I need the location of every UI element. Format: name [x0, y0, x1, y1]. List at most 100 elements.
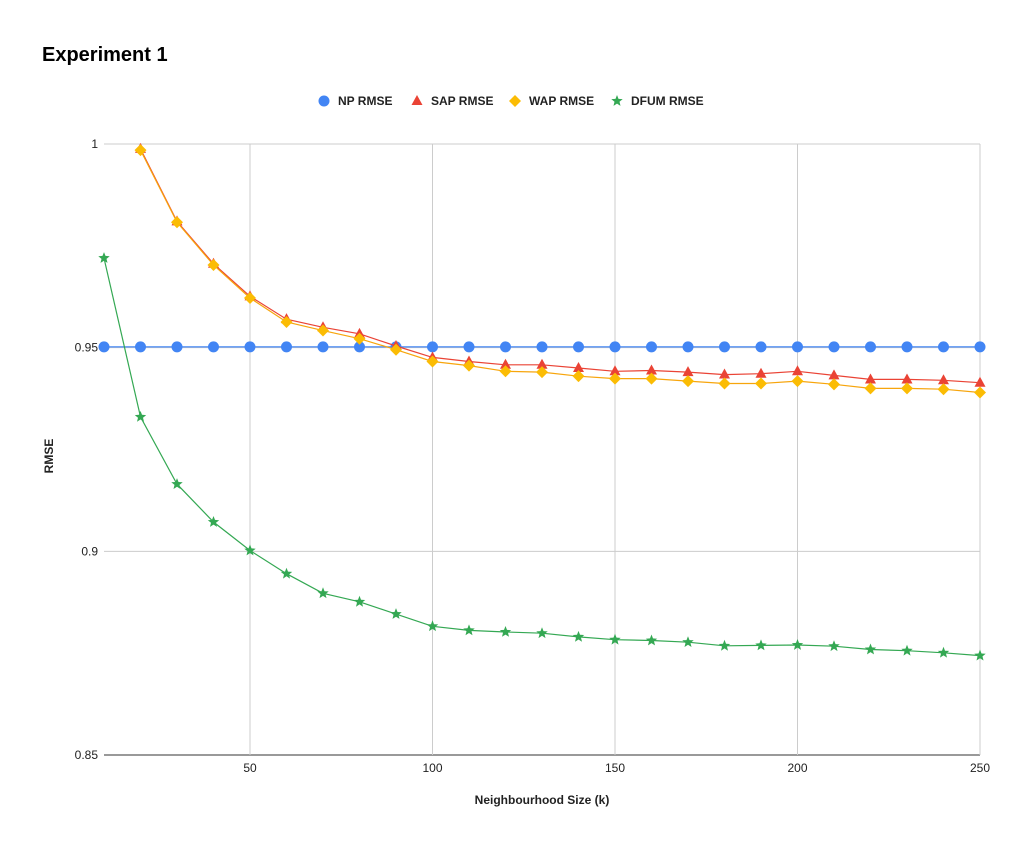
np-point: [135, 341, 146, 353]
legend-item-wap: WAP RMSE: [509, 94, 594, 108]
dfum-point: [864, 643, 877, 655]
dfum-point: [463, 624, 475, 636]
dfum-point: [682, 636, 694, 647]
x-tick-label: 50: [243, 761, 257, 775]
wap-point: [609, 372, 621, 385]
dfum-point: [426, 620, 439, 632]
dfum-point: [499, 626, 512, 637]
dfum-point: [828, 640, 840, 652]
np-point: [427, 341, 438, 353]
np-point: [536, 341, 548, 353]
x-tick-label: 150: [605, 761, 625, 775]
dfum-point: [171, 478, 183, 489]
np-point: [281, 341, 292, 353]
dfum-point: [280, 567, 293, 579]
wap-point: [463, 359, 475, 372]
np-point: [938, 341, 949, 353]
series-np: [98, 341, 986, 353]
y-tick-label: 1: [91, 137, 98, 151]
dfum-point: [207, 516, 220, 527]
chart-title: Experiment 1: [42, 44, 168, 66]
sap-point: [719, 368, 730, 379]
sap-point: [901, 373, 913, 384]
dfum-point: [937, 646, 950, 658]
wap-point: [828, 378, 840, 391]
wap-point: [244, 291, 256, 304]
wap-point: [937, 383, 950, 396]
legend-label-wap: WAP RMSE: [529, 94, 594, 108]
dfum-point: [390, 608, 402, 619]
legend-label-dfum: DFUM RMSE: [631, 94, 704, 108]
series-wap: [134, 144, 986, 399]
dfum-point: [317, 587, 329, 599]
series-dfum: [98, 252, 986, 661]
wap-point: [280, 316, 293, 329]
wap-point: [682, 375, 694, 388]
x-tick-label: 200: [787, 761, 807, 775]
sap-point: [974, 376, 986, 387]
np-point: [682, 341, 694, 353]
dfum-point: [755, 639, 767, 651]
x-tick-label: 100: [422, 761, 442, 775]
np-point: [755, 341, 767, 353]
np-point: [828, 341, 840, 353]
dfum-line: [103, 257, 981, 657]
sap-point: [682, 366, 694, 377]
sap-point: [573, 362, 584, 373]
legend: NP RMSE SAP RMSE WAP RMSE DFUM RMSE: [318, 94, 704, 108]
wap-point: [791, 375, 804, 388]
wap-line: [139, 149, 981, 394]
legend-label-sap: SAP RMSE: [431, 94, 493, 108]
wap-point: [171, 216, 183, 229]
sap-point: [828, 369, 840, 380]
np-point: [719, 341, 730, 353]
np-point: [974, 341, 986, 353]
np-point: [792, 341, 803, 353]
series-layer: [98, 142, 986, 661]
dfum-point: [901, 644, 913, 656]
x-tick-label: 250: [970, 761, 990, 775]
x-axis-label: Neighbourhood Size (k): [475, 793, 610, 807]
wap-point: [426, 355, 439, 368]
dfum-point: [791, 639, 804, 650]
y-tick-label: 0.85: [75, 748, 99, 762]
sap-point: [938, 374, 949, 385]
y-tick-label: 0.95: [75, 341, 99, 355]
dfum-point: [609, 633, 621, 645]
wap-point: [755, 377, 767, 390]
np-point: [646, 341, 657, 353]
wap-point: [390, 343, 402, 356]
np-point: [901, 341, 913, 353]
np-point: [500, 341, 511, 353]
legend-label-np: NP RMSE: [338, 94, 392, 108]
sap-point: [865, 373, 876, 384]
np-point: [354, 341, 365, 353]
gridlines: [104, 143, 981, 756]
np-point: [171, 341, 183, 353]
wap-point: [864, 382, 877, 395]
wap-point: [536, 366, 548, 379]
legend-marker-sap: [411, 95, 423, 105]
sap-point: [792, 365, 803, 376]
np-point: [244, 341, 256, 353]
np-point: [208, 341, 219, 353]
sap-point: [646, 364, 657, 375]
legend-marker-dfum: [611, 95, 623, 106]
sap-point: [500, 358, 511, 369]
wap-point: [974, 386, 986, 399]
dfum-point: [572, 630, 585, 642]
np-point: [865, 341, 876, 353]
wap-point: [645, 372, 658, 385]
np-point: [98, 341, 110, 353]
legend-item-np: NP RMSE: [318, 94, 392, 108]
dfum-point: [718, 639, 731, 651]
wap-point: [207, 258, 220, 271]
sap-point: [536, 358, 548, 369]
dfum-point: [98, 252, 110, 263]
wap-point: [134, 144, 147, 157]
np-point: [317, 341, 329, 353]
wap-point: [353, 332, 366, 345]
